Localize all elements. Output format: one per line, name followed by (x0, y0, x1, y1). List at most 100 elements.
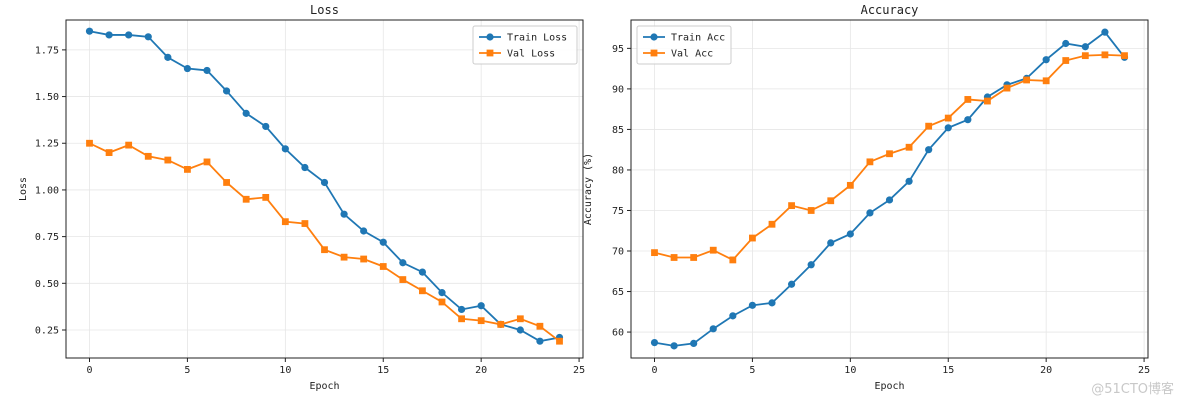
data-point (203, 158, 211, 166)
data-point (320, 178, 329, 187)
data-point (164, 53, 172, 61)
legend-label: Train Loss (507, 33, 567, 44)
series-val-acc (651, 51, 1128, 264)
data-point (301, 163, 309, 172)
data-point (458, 315, 465, 323)
data-point (1062, 39, 1070, 48)
data-point (418, 268, 427, 276)
data-point (379, 263, 387, 270)
x-tick-label: 5 (749, 365, 755, 376)
y-tick-label: 80 (612, 165, 624, 176)
series-train-loss (85, 27, 564, 345)
legend-marker (650, 49, 658, 57)
data-point (223, 179, 230, 186)
data-point (183, 64, 192, 73)
data-point (144, 152, 152, 160)
data-point (670, 254, 678, 261)
data-point (964, 116, 972, 124)
data-point (242, 109, 250, 117)
x-tick-label: 10 (844, 365, 856, 376)
data-point (399, 276, 407, 283)
y-axis-label: Accuracy (%) (583, 153, 594, 225)
legend-label: Val Loss (507, 49, 555, 60)
plot-frame (630, 19, 1149, 359)
data-point (85, 27, 94, 35)
series-train-acc (650, 28, 1129, 350)
x-tick-label: 0 (651, 365, 657, 376)
data-point (301, 220, 309, 227)
legend-box (636, 25, 732, 65)
data-point (438, 298, 446, 306)
watermark-text: @51CTO博客 (1091, 382, 1174, 397)
y-tick-label: 95 (612, 44, 624, 55)
data-point (438, 289, 446, 297)
data-point (807, 207, 815, 214)
data-point (787, 280, 796, 288)
data-point (419, 287, 426, 295)
y-tick-label: 75 (612, 206, 624, 217)
series-val-loss (86, 139, 563, 345)
data-point (925, 122, 933, 130)
x-tick-label: 25 (1138, 365, 1150, 376)
y-tick-label: 85 (612, 125, 624, 136)
x-tick-label: 20 (1040, 365, 1052, 376)
data-point (748, 301, 757, 309)
data-point (379, 238, 387, 246)
y-tick-label: 90 (612, 84, 624, 95)
legend: Train Loss Val Loss (472, 25, 578, 65)
data-point (866, 209, 874, 217)
data-point (1042, 77, 1050, 85)
data-point (651, 249, 658, 257)
data-point (905, 177, 913, 185)
y-tick-label: 70 (612, 247, 624, 258)
x-tick-label: 25 (573, 365, 585, 376)
data-point (321, 246, 328, 254)
data-point (807, 261, 815, 269)
data-point (144, 33, 152, 41)
data-point (827, 197, 835, 205)
x-axis-label: Epoch (309, 381, 339, 392)
data-point (709, 325, 717, 333)
data-point (827, 239, 835, 247)
y-tick-label: 1.75 (35, 45, 59, 56)
data-point (729, 256, 737, 264)
data-point (1081, 52, 1089, 60)
data-point (281, 145, 289, 153)
y-tick-label: 0.75 (35, 232, 59, 243)
data-point (536, 337, 544, 345)
y-tick-label: 1.50 (35, 92, 59, 103)
chart-loss: 0 5 10 15 20 25 0.25 0.50 0.75 1.00 1.25 1.50 1.75 Lo… (18, 3, 585, 392)
data-point (1081, 43, 1089, 51)
data-point (1003, 84, 1011, 92)
data-point (1023, 76, 1030, 84)
legend-marker (486, 49, 494, 57)
y-tick-label: 60 (612, 328, 624, 339)
data-point (360, 227, 368, 235)
data-point (222, 87, 231, 95)
data-point (536, 322, 544, 330)
data-point (477, 317, 485, 325)
y-tick-label: 0.50 (35, 279, 59, 290)
data-point (749, 234, 756, 242)
data-point (242, 195, 250, 203)
data-point (846, 181, 854, 189)
data-point (670, 342, 678, 350)
data-point (866, 158, 874, 166)
data-point (477, 302, 485, 310)
data-point (1062, 57, 1070, 64)
data-point (516, 315, 524, 323)
data-point (164, 156, 172, 164)
data-point (105, 149, 113, 156)
chart-accuracy: 0 5 10 15 20 25 60 65 70 75 80 85 90 95 Accuracy Epoch A… (583, 3, 1150, 392)
series-line (654, 53, 1125, 262)
chart-title: Accuracy (861, 3, 919, 17)
y-axis-label: Loss (18, 177, 29, 201)
data-point (690, 339, 698, 348)
data-point (516, 326, 524, 334)
data-point (281, 218, 289, 226)
chart-title: Loss (310, 3, 339, 17)
data-point (340, 210, 348, 218)
x-tick-label: 20 (475, 365, 487, 376)
data-point (984, 97, 991, 105)
